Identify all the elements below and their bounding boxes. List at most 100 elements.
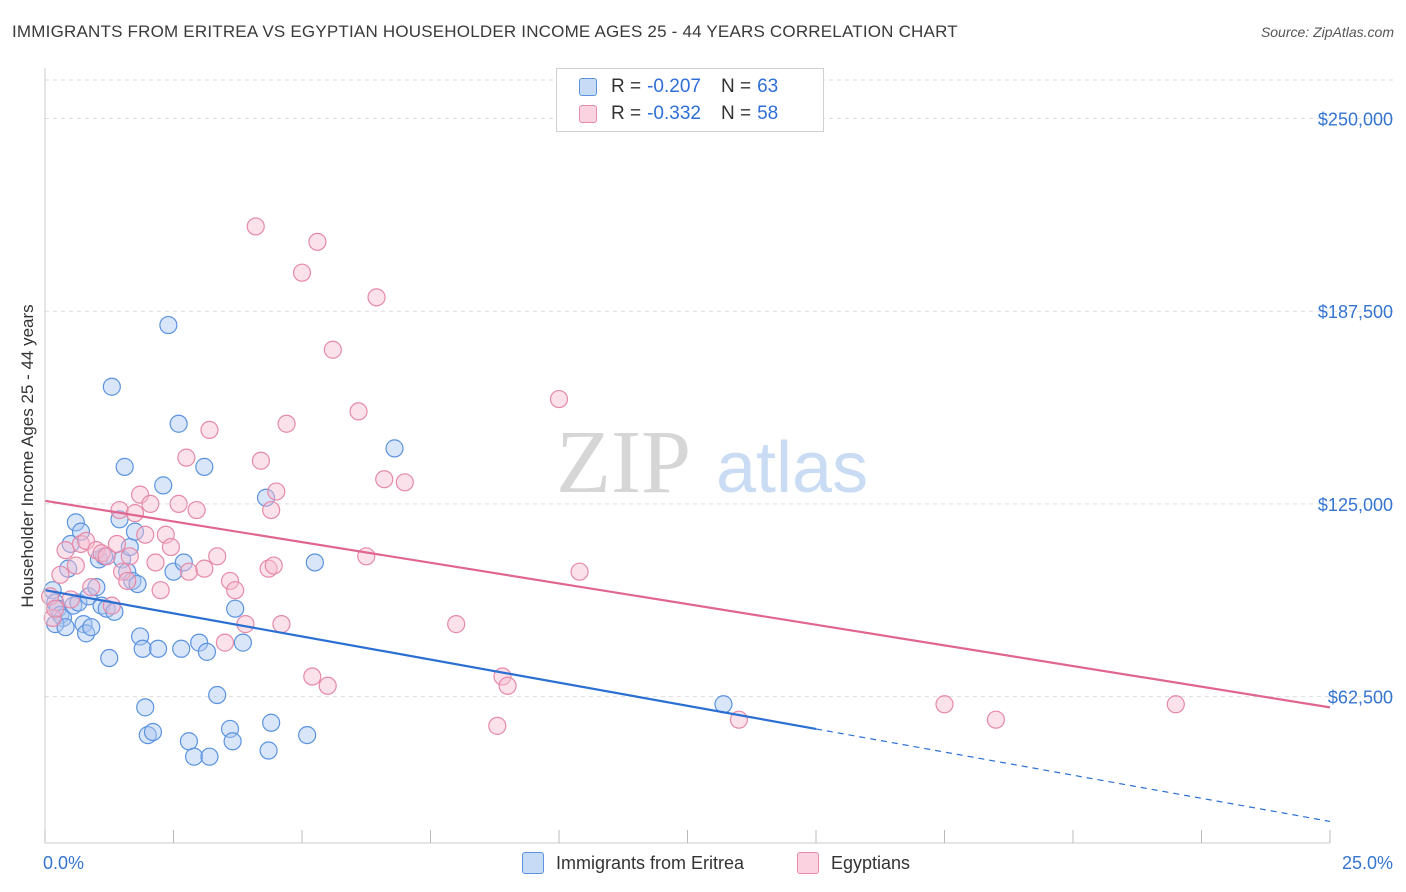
data-point — [66, 556, 85, 575]
data-point — [215, 633, 234, 652]
data-point — [357, 547, 376, 566]
data-point — [107, 534, 127, 554]
watermark-atlas: atlas — [716, 428, 868, 508]
data-point — [123, 571, 142, 591]
data-point — [97, 547, 116, 566]
data-point — [259, 741, 278, 760]
data-point — [298, 726, 317, 745]
data-point — [66, 513, 85, 532]
data-point — [179, 732, 199, 751]
data-point — [318, 676, 337, 695]
watermark-zip: ZIP — [556, 413, 691, 512]
data-point — [233, 633, 252, 652]
data-point — [197, 642, 217, 661]
y-axis-title: Householder Income Ages 25 - 44 years — [18, 304, 37, 608]
data-point — [375, 470, 394, 489]
data-point — [71, 534, 91, 554]
data-point — [549, 389, 569, 409]
data-point — [169, 494, 188, 513]
legend-n-label: N = — [720, 76, 752, 97]
legend-n-value: 63 — [757, 76, 779, 97]
data-point — [110, 510, 129, 529]
data-point — [136, 525, 155, 544]
data-point — [46, 599, 65, 618]
data-point — [110, 500, 129, 520]
data-point — [986, 710, 1006, 729]
data-point — [251, 451, 270, 470]
axis-layer: $62,500 $125,000 $187,500 $250,000 0.0% 25.0% — [43, 68, 1393, 873]
data-point — [187, 500, 206, 520]
data-point — [112, 562, 132, 581]
data-point — [223, 732, 242, 751]
data-point — [226, 599, 245, 618]
data-point — [143, 722, 163, 742]
data-point — [259, 559, 278, 578]
trend-layer — [44, 499, 1331, 823]
data-point — [138, 726, 157, 745]
data-point — [488, 716, 507, 735]
data-point — [125, 522, 145, 541]
data-point — [148, 639, 168, 658]
x-tick-label: 25.0% — [1342, 853, 1393, 873]
data-point — [100, 648, 119, 668]
series-swatch-egyptians — [797, 852, 819, 874]
data-point — [120, 547, 139, 566]
data-point — [56, 541, 75, 560]
data-point — [179, 562, 199, 581]
data-point — [128, 574, 147, 594]
data-point — [161, 537, 181, 557]
legend-row-egyptians: R = -0.332 N = 58 — [579, 102, 778, 126]
y-tick-label: $62,500 — [1328, 688, 1393, 708]
data-point — [118, 571, 137, 591]
source-label: Source: ZipAtlas.com — [1260, 24, 1394, 40]
data-point — [87, 541, 106, 560]
data-point — [272, 615, 291, 634]
legend-r-label: R = — [611, 103, 642, 124]
data-point — [118, 562, 137, 581]
data-point — [164, 562, 183, 581]
data-point — [208, 685, 227, 705]
data-point — [82, 578, 101, 597]
data-point — [246, 217, 265, 236]
data-point — [151, 581, 170, 600]
trend-line-extension-0 — [815, 728, 1331, 823]
data-point — [305, 553, 324, 572]
data-point — [208, 547, 227, 566]
data-point — [303, 667, 322, 686]
data-point — [195, 457, 214, 476]
legend-n-value: 58 — [757, 103, 779, 124]
data-point — [51, 565, 70, 584]
grid-layer — [45, 79, 1395, 698]
points-layer — [41, 217, 1185, 766]
data-point — [323, 340, 342, 359]
data-point — [308, 232, 327, 251]
data-point — [498, 676, 517, 695]
legend-row-eritrea: R = -0.207 N = 63 — [579, 75, 778, 99]
series-legend-eritrea[interactable]: Immigrants from Eritrea — [522, 852, 744, 874]
data-point — [220, 571, 240, 591]
data-point — [262, 500, 281, 520]
data-point — [195, 559, 214, 578]
data-point — [200, 420, 219, 440]
data-point — [935, 695, 954, 714]
data-point — [190, 633, 209, 652]
data-point — [154, 476, 173, 495]
x-tick-label: 0.0% — [43, 853, 84, 873]
data-point — [130, 485, 150, 504]
legend-n-label: N = — [720, 103, 752, 124]
legend-swatch-eritrea — [579, 78, 597, 96]
series-label-egyptians: Egyptians — [831, 852, 911, 873]
data-point — [349, 402, 368, 421]
data-point — [174, 553, 193, 572]
chart-title: IMMIGRANTS FROM ERITREA VS EGYPTIAN HOUS… — [12, 22, 958, 41]
series-legend-egyptians[interactable]: Egyptians — [797, 852, 910, 874]
data-point — [1166, 695, 1185, 714]
data-point — [169, 414, 188, 433]
data-point — [264, 556, 283, 575]
data-point — [102, 596, 121, 615]
legend-r-value: -0.332 — [647, 103, 701, 124]
data-point — [292, 263, 312, 282]
data-point — [367, 288, 386, 307]
series-swatch-eritrea — [522, 852, 544, 874]
